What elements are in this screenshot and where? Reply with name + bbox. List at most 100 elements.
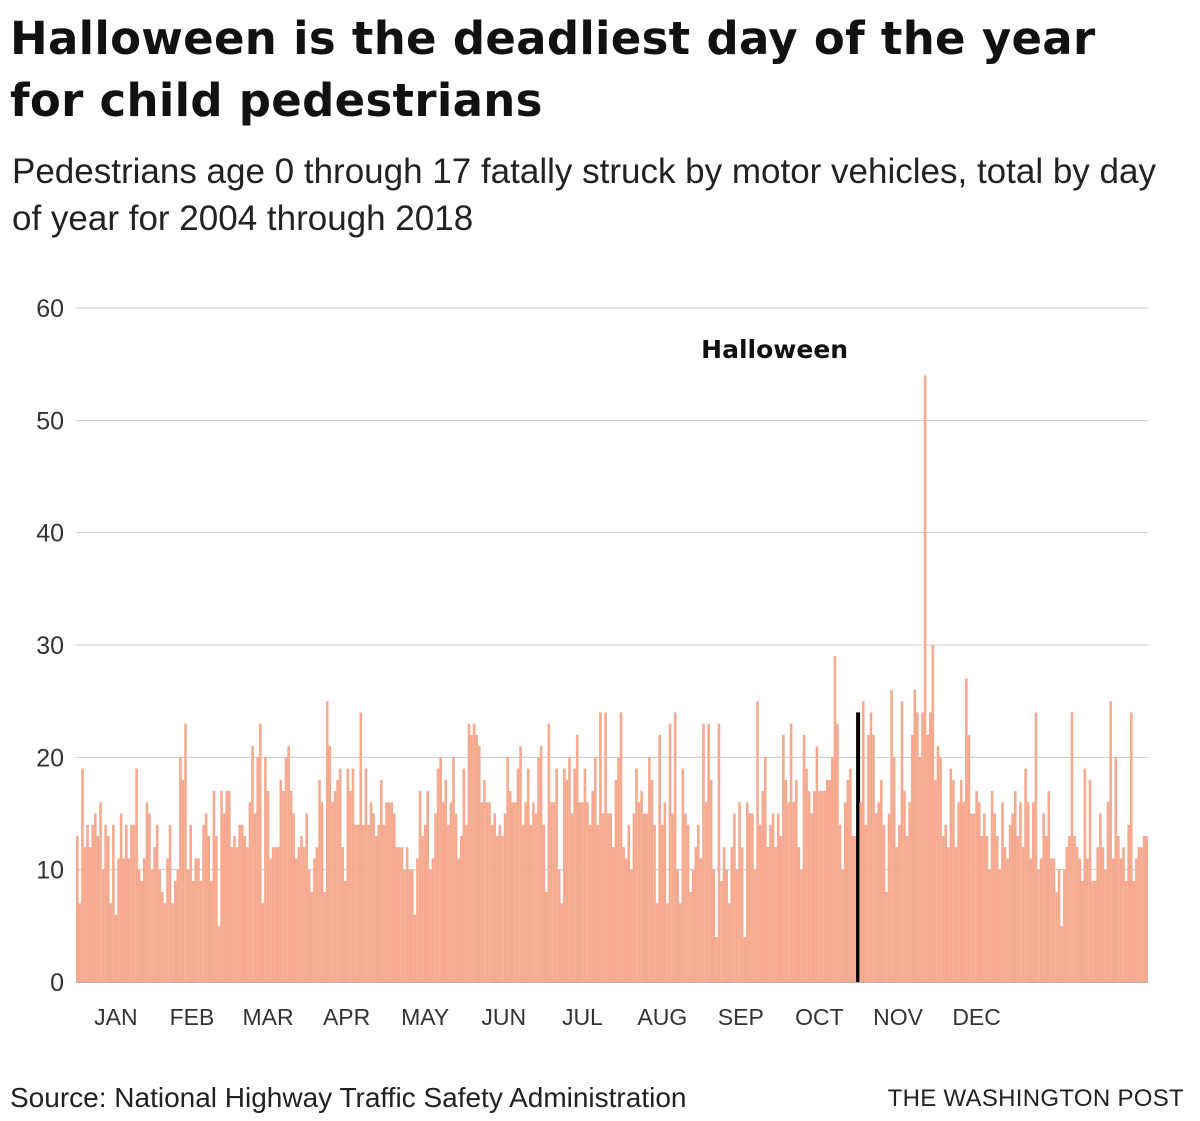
bar-day-233 — [673, 712, 677, 982]
x-tick-label: DEC — [952, 1004, 1001, 1030]
bar-day-10 — [99, 802, 102, 982]
bar-day-167 — [503, 813, 507, 982]
bar-day-284 — [805, 768, 808, 982]
bar-day-357 — [993, 813, 996, 982]
bar-day-42 — [181, 779, 185, 982]
bar-day-3 — [81, 768, 84, 982]
bar-day-70 — [253, 813, 257, 982]
bar-day-48 — [197, 858, 200, 982]
bar-day-61 — [230, 847, 234, 982]
bar-day-94 — [315, 847, 319, 982]
bar-day-290 — [820, 791, 824, 982]
bar-day-183 — [545, 892, 548, 982]
bar-day-177 — [529, 824, 533, 982]
bar-day-328 — [918, 757, 922, 982]
bar-day-192 — [568, 757, 571, 982]
bar-day-211 — [617, 757, 620, 982]
bar-day-356 — [990, 791, 994, 982]
bar-day-382 — [1057, 869, 1061, 982]
x-tick-label: JUN — [481, 1004, 526, 1030]
bar-day-36 — [166, 858, 169, 982]
bar-day-50 — [202, 824, 205, 982]
bar-day-378 — [1047, 791, 1051, 982]
bar-day-129 — [405, 847, 409, 982]
bar-day-371 — [1029, 858, 1033, 982]
x-axis: JAN FEB MAR APR MAY JUN JUL AUG SEP OCT NOV DEC — [94, 1004, 1001, 1030]
bar-day-220 — [640, 791, 643, 982]
bar-day-273 — [776, 813, 780, 982]
bar-day-106 — [346, 768, 350, 982]
bar-day-157 — [478, 746, 481, 982]
x-tick-label: FEB — [170, 1004, 215, 1030]
bar-day-307 — [864, 824, 868, 982]
bar-day-334 — [934, 779, 937, 982]
bar-day-156 — [475, 734, 478, 982]
bar-day-24 — [135, 768, 138, 982]
bar-day-73 — [261, 903, 265, 982]
bar-day-13 — [106, 835, 110, 982]
bar-day-188 — [557, 869, 561, 982]
bar-day-32 — [155, 824, 159, 982]
bar-day-76 — [269, 858, 272, 982]
bar-day-44 — [186, 869, 190, 982]
bar-day-332 — [928, 712, 932, 982]
bar-day-164 — [496, 835, 499, 982]
bar-day-165 — [498, 824, 502, 982]
bar-day-137 — [426, 791, 430, 982]
bar-day-195 — [575, 734, 579, 982]
bar-day-389 — [1075, 847, 1079, 982]
bar-day-250 — [717, 723, 721, 982]
bar-day-365 — [1014, 791, 1017, 982]
bar-day-173 — [519, 746, 522, 982]
bar-day-84 — [289, 791, 293, 982]
bar-day-320 — [898, 824, 901, 982]
bar-day-310 — [872, 734, 875, 982]
bar-day-403 — [1111, 858, 1115, 982]
bar-day-142 — [439, 757, 442, 982]
bar-day-391 — [1081, 880, 1084, 982]
bar-day-373 — [1034, 712, 1038, 982]
bar-day-224 — [650, 779, 654, 982]
bar-chart: 0 10 20 30 40 50 60 JAN FEB MAR APR MAY JUN JUL AUG SE… — [36, 295, 1148, 1030]
bar-day-22 — [130, 824, 133, 982]
bar-day-288 — [815, 746, 819, 982]
bar-day-86 — [295, 858, 298, 982]
y-tick-label: 0 — [50, 969, 64, 997]
bar-day-114 — [367, 824, 370, 982]
bar-day-385 — [1065, 847, 1069, 982]
bar-day-200 — [588, 824, 592, 982]
bar-day-219 — [637, 802, 641, 982]
bar-day-113 — [364, 768, 368, 982]
bar-day-39 — [173, 880, 177, 982]
bar-day-14 — [109, 903, 113, 982]
bar-day-208 — [609, 813, 612, 982]
bar-day-227 — [658, 734, 661, 982]
bar-day-277 — [787, 802, 790, 982]
bar-day-235 — [679, 903, 682, 982]
bar-day-413 — [1137, 847, 1141, 982]
bar-day-123 — [390, 802, 393, 982]
bar-day-79 — [277, 847, 280, 982]
bar-day-236 — [681, 768, 685, 982]
bar-day-182 — [542, 824, 545, 982]
bar-day-65 — [240, 824, 244, 982]
bar-day-387 — [1070, 712, 1074, 982]
bar-day-190 — [563, 768, 566, 982]
bar-day-43 — [184, 723, 187, 982]
bar-day-384 — [1062, 869, 1066, 982]
bar-day-197 — [581, 802, 584, 982]
bar-day-67 — [246, 847, 249, 982]
bar-day-261 — [746, 802, 749, 982]
bar-day-209 — [612, 847, 615, 982]
bar-day-282 — [800, 869, 803, 982]
bar-day-97 — [323, 892, 326, 982]
bar-day-225 — [653, 824, 656, 982]
bar-day-392 — [1083, 768, 1087, 982]
bar-day-315 — [885, 892, 888, 982]
bar-day-245 — [704, 802, 708, 982]
bar-day-112 — [362, 824, 365, 982]
bar-day-41 — [179, 757, 182, 982]
bar-day-187 — [555, 768, 558, 982]
bar-day-302 — [851, 835, 855, 982]
